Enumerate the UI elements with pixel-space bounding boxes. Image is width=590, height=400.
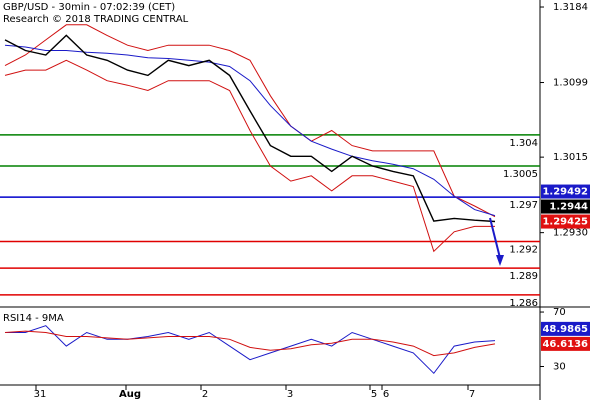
series-line — [4, 330, 496, 357]
series-line — [4, 59, 495, 253]
level-label: 1.3005 — [503, 169, 538, 180]
y-tick-label: 30 — [553, 361, 566, 372]
series-line — [4, 34, 496, 223]
price-tag-label: 1.29492 — [542, 187, 588, 198]
y-tick-label: 70 — [553, 307, 566, 318]
series-line — [4, 44, 496, 217]
x-tick-label: 7 — [469, 389, 475, 400]
chart-title: GBP/USD - 30min - 07:02:39 (CET) — [3, 2, 175, 13]
price-tag — [541, 321, 590, 336]
forecast-arrow-head — [496, 255, 504, 266]
level-label: 1.297 — [509, 200, 538, 211]
x-tick-label: 5 — [371, 389, 377, 400]
y-tick-label: 1.2930 — [553, 228, 588, 239]
series-line — [5, 325, 496, 375]
level-label: 1.292 — [509, 245, 538, 256]
level-label: 1.286 — [509, 298, 538, 309]
x-tick-label: 3 — [287, 389, 293, 400]
x-tick-label: Aug — [119, 389, 141, 400]
rsi-title: RSI14 - 9MA — [3, 313, 64, 324]
x-tick-label: 2 — [202, 389, 208, 400]
price-tag — [541, 184, 590, 199]
y-tick-label: 1.3184 — [553, 2, 588, 13]
forecast-arrow — [489, 217, 501, 259]
series-line — [4, 24, 496, 218]
level-label: 1.289 — [509, 271, 538, 282]
chart-subtitle: Research © 2018 TRADING CENTRAL — [3, 14, 189, 25]
price-tag — [541, 336, 590, 351]
x-tick-label: 6 — [383, 389, 389, 400]
price-tag-label: 48.9865 — [542, 324, 588, 335]
price-tag — [541, 199, 590, 214]
y-tick-label: 1.3099 — [553, 78, 588, 89]
price-tag-label: 1.2944 — [549, 202, 588, 213]
price-tag-label: 1.29425 — [542, 217, 588, 228]
price-tag — [541, 214, 590, 229]
y-tick-label: 1.3015 — [553, 152, 588, 163]
level-label: 1.304 — [509, 138, 538, 149]
price-tag-label: 46.6136 — [542, 339, 588, 350]
x-tick-label: 31 — [34, 389, 47, 400]
